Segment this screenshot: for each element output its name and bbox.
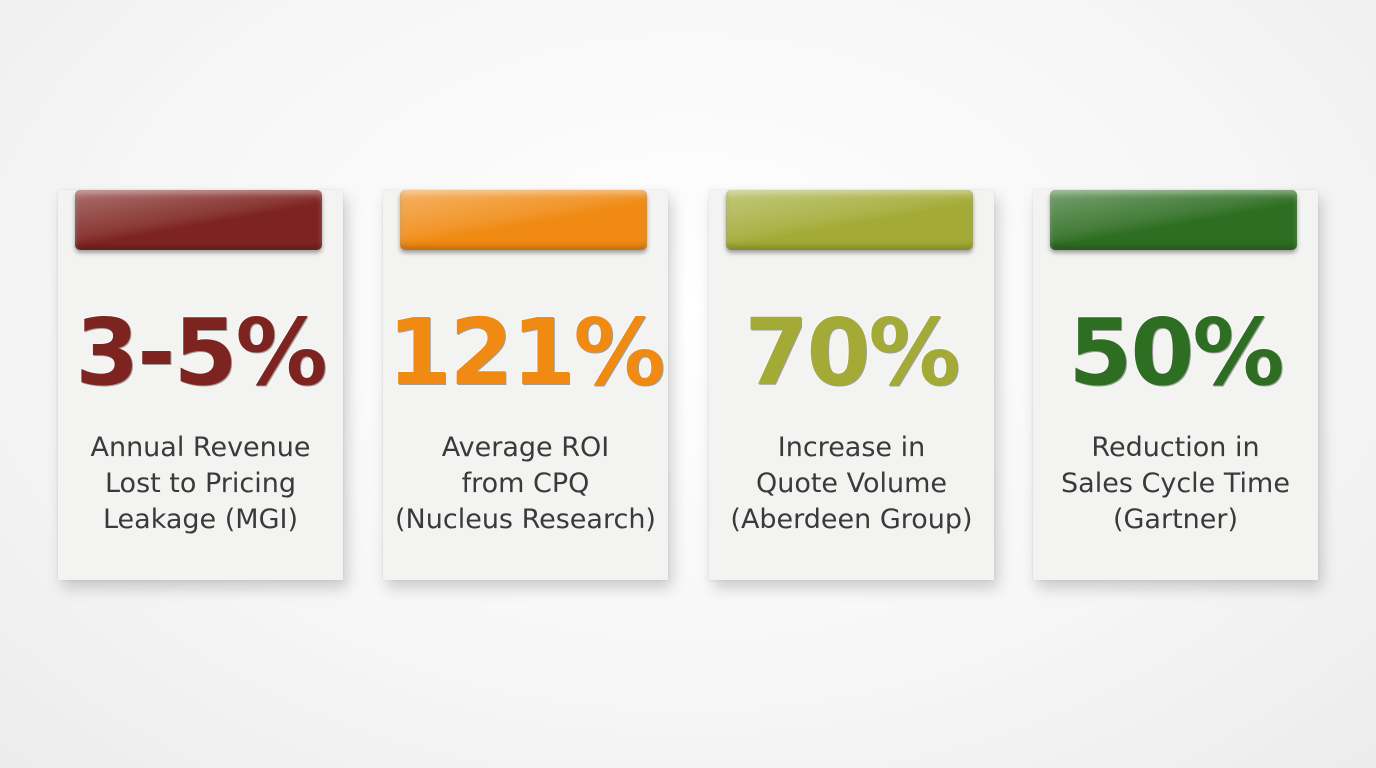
stat-value: 3-5% [75, 299, 327, 406]
label-line: Lost to Pricing [104, 468, 297, 499]
label-line: Leakage (MGI) [102, 504, 298, 535]
label-line: Increase in [777, 432, 926, 463]
label-line: Annual Revenue [90, 432, 311, 463]
stat-label: Average ROI from CPQ (Nucleus Research) [383, 430, 668, 538]
stat-card-pricing-leakage: 3-5% Annual Revenue Lost to Pricing Leak… [58, 190, 343, 580]
stat-value: 121% [387, 299, 665, 406]
color-bar [75, 190, 322, 250]
color-bar [1050, 190, 1297, 250]
stat-label: Increase in Quote Volume (Aberdeen Group… [709, 430, 994, 538]
label-line: Sales Cycle Time [1061, 468, 1290, 499]
stat-value: 70% [744, 299, 960, 406]
stat-label: Reduction in Sales Cycle Time (Gartner) [1033, 430, 1318, 538]
label-line: Average ROI [441, 432, 610, 463]
label-line: (Aberdeen Group) [730, 504, 973, 535]
stat-value: 50% [1068, 299, 1284, 406]
stat-card-quote-volume: 70% Increase in Quote Volume (Aberdeen G… [709, 190, 994, 580]
label-line: (Nucleus Research) [395, 504, 656, 535]
stat-card-sales-cycle: 50% Reduction in Sales Cycle Time (Gartn… [1033, 190, 1318, 580]
stat-card-roi: 121% Average ROI from CPQ (Nucleus Resea… [383, 190, 668, 580]
label-line: (Gartner) [1112, 504, 1239, 535]
label-line: Reduction in [1091, 432, 1260, 463]
label-line: from CPQ [461, 468, 590, 499]
label-line: Quote Volume [755, 468, 948, 499]
stat-label: Annual Revenue Lost to Pricing Leakage (… [58, 430, 343, 538]
color-bar [726, 190, 973, 250]
color-bar [400, 190, 647, 250]
